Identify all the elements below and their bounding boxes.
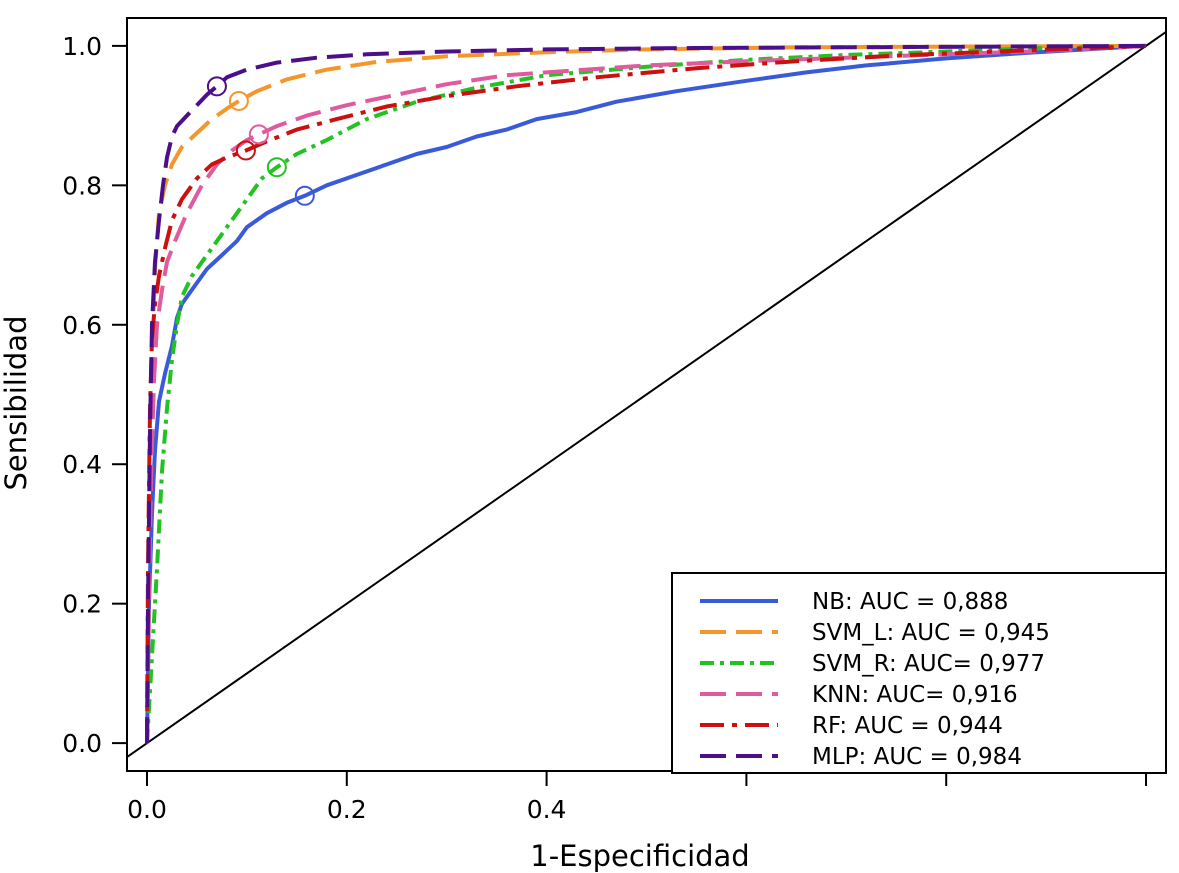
y-axis-title: Sensibilidad — [0, 316, 33, 491]
series-line — [145, 43, 1147, 744]
x-tick-label: 0.2 — [327, 795, 367, 824]
threshold-point — [248, 124, 269, 145]
legend-label: SVM_R: AUC= 0,977 — [812, 651, 1045, 677]
threshold-point — [294, 185, 315, 206]
diagonal-reference-line — [127, 31, 1166, 758]
y-tick-label: 1.0 — [62, 32, 102, 61]
y-axis-ticks: 0.0 0.2 0.4 0.6 0.8 1.0 — [62, 32, 127, 758]
series-line — [145, 43, 1147, 744]
x-axis-ticks: 0.0 0.2 0.4 — [127, 771, 1148, 824]
y-tick-label: 0.4 — [62, 450, 102, 479]
y-tick-label: 0.0 — [62, 729, 102, 758]
plot-frame — [126, 17, 1167, 772]
legend-label: SVM_L: AUC = 0,945 — [812, 620, 1050, 646]
threshold-point — [206, 76, 227, 97]
series-line — [145, 43, 1147, 744]
x-axis-title: 1-Especificidad — [530, 839, 749, 873]
threshold-markers — [206, 76, 315, 206]
threshold-point — [235, 140, 256, 161]
threshold-point — [228, 90, 249, 111]
legend-box — [671, 572, 1167, 774]
legend: NB: AUC = 0,888 SVM_L: AUC = 0,945 SVM_R: … — [671, 572, 1167, 774]
legend-label: MLP: AUC = 0,984 — [812, 744, 1022, 770]
legend-label: KNN: AUC= 0,916 — [812, 682, 1018, 708]
x-tick-label: 0.0 — [127, 795, 167, 824]
legend-label: RF: AUC = 0,944 — [812, 713, 1003, 739]
series-line — [145, 43, 1147, 744]
y-tick-label: 0.6 — [62, 311, 102, 340]
threshold-point — [266, 157, 287, 178]
legend-label: NB: AUC = 0,888 — [812, 589, 1008, 615]
x-tick-label: 0.4 — [527, 795, 567, 824]
y-tick-label: 0.8 — [62, 171, 102, 200]
y-tick-label: 0.2 — [62, 590, 102, 619]
